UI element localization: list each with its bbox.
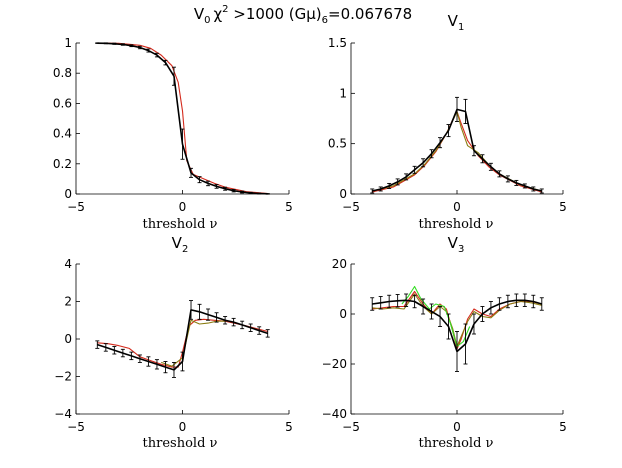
- y-tick-label: 0: [339, 187, 347, 201]
- suptitle-value: =0.067678: [328, 5, 412, 23]
- plot-area: −5 0 500.20.40.60.81: [53, 36, 293, 214]
- y-tick-label: −20: [322, 357, 347, 371]
- suptitle-main: V: [194, 5, 205, 23]
- x-tick-label: 0: [453, 420, 461, 434]
- x-tick-label: −5: [342, 200, 360, 214]
- plot-area: −5 0 500.511.5: [328, 36, 567, 214]
- y-tick-label: 1.5: [328, 36, 347, 50]
- subplot-title-main: V: [172, 234, 183, 252]
- y-tick-label: 0.4: [53, 127, 72, 141]
- subplot-title-main: V: [448, 12, 459, 30]
- y-tick-label: −2: [54, 370, 72, 384]
- subplot-v0: −5 0 500.20.40.60.81 threshold ν: [53, 36, 293, 232]
- x-tick-label: 5: [559, 420, 567, 434]
- x-tick-label: 0: [179, 420, 187, 434]
- y-tick-label: −40: [322, 407, 347, 421]
- y-tick-label: 0.8: [53, 66, 72, 80]
- series-line-model: [97, 318, 268, 368]
- y-tick-label: 0.6: [53, 96, 72, 110]
- y-tick-label: 1: [64, 36, 72, 50]
- x-tick-label: 0: [453, 200, 461, 214]
- subplot-title: V1: [448, 12, 465, 33]
- suptitle-chi-sup: 2: [222, 4, 228, 15]
- x-tick-label: −5: [342, 420, 360, 434]
- y-tick-label: 0.2: [53, 157, 72, 171]
- x-axis-label: threshold ν: [419, 217, 494, 232]
- x-tick-label: 0: [179, 200, 187, 214]
- subplot-title: V2: [172, 234, 189, 255]
- subplot-title: V3: [448, 234, 465, 255]
- subplot-title-sub: 1: [458, 22, 464, 33]
- y-tick-label: 0: [64, 187, 72, 201]
- x-tick-label: 5: [285, 420, 293, 434]
- y-tick-label: 1: [339, 86, 347, 100]
- y-tick-label: 2: [64, 295, 72, 309]
- figure-suptitle: V0 χ2 >1000 (Gμ)6=0.067678: [194, 4, 412, 26]
- y-tick-label: 0: [339, 307, 347, 321]
- suptitle-cond-sub: 6: [322, 15, 328, 26]
- series-line-model: [97, 42, 268, 195]
- subplot-v3: V3 −5 0 5 −40 −20 0 20 threshold ν: [322, 234, 567, 451]
- y-tick-label: 4: [64, 257, 72, 271]
- y-tick-label: 0: [64, 332, 72, 346]
- subplot-title-sub: 3: [458, 244, 464, 255]
- x-tick-label: −5: [67, 200, 85, 214]
- x-tick-label: 5: [285, 200, 293, 214]
- y-tick-label: 0.5: [328, 137, 347, 151]
- suptitle-cond: >1000 (Gμ): [229, 5, 322, 23]
- x-tick-label: 5: [559, 200, 567, 214]
- x-axis-label: threshold ν: [143, 217, 218, 232]
- plot-area: −5 0 5 −40 −20 0 20: [322, 257, 567, 434]
- x-tick-label: −5: [67, 420, 85, 434]
- series-line-model3: [401, 285, 471, 348]
- series-line-simulation: [97, 42, 268, 195]
- suptitle-chi: χ: [213, 5, 222, 23]
- subplot-title-sub: 2: [182, 244, 188, 255]
- plot-area: −5 0 5 −4 −2 0 2 4: [54, 257, 293, 434]
- suptitle-main-sub: 0: [204, 15, 210, 26]
- x-axis-label: threshold ν: [419, 436, 494, 451]
- series-line-model2: [161, 319, 226, 367]
- y-tick-label: 20: [332, 257, 347, 271]
- subplot-title-main: V: [448, 234, 459, 252]
- subplot-v1: V1 −5 0 500.511.5 threshold ν: [328, 12, 567, 232]
- y-tick-label: −4: [54, 407, 72, 421]
- x-axis-label: threshold ν: [143, 436, 218, 451]
